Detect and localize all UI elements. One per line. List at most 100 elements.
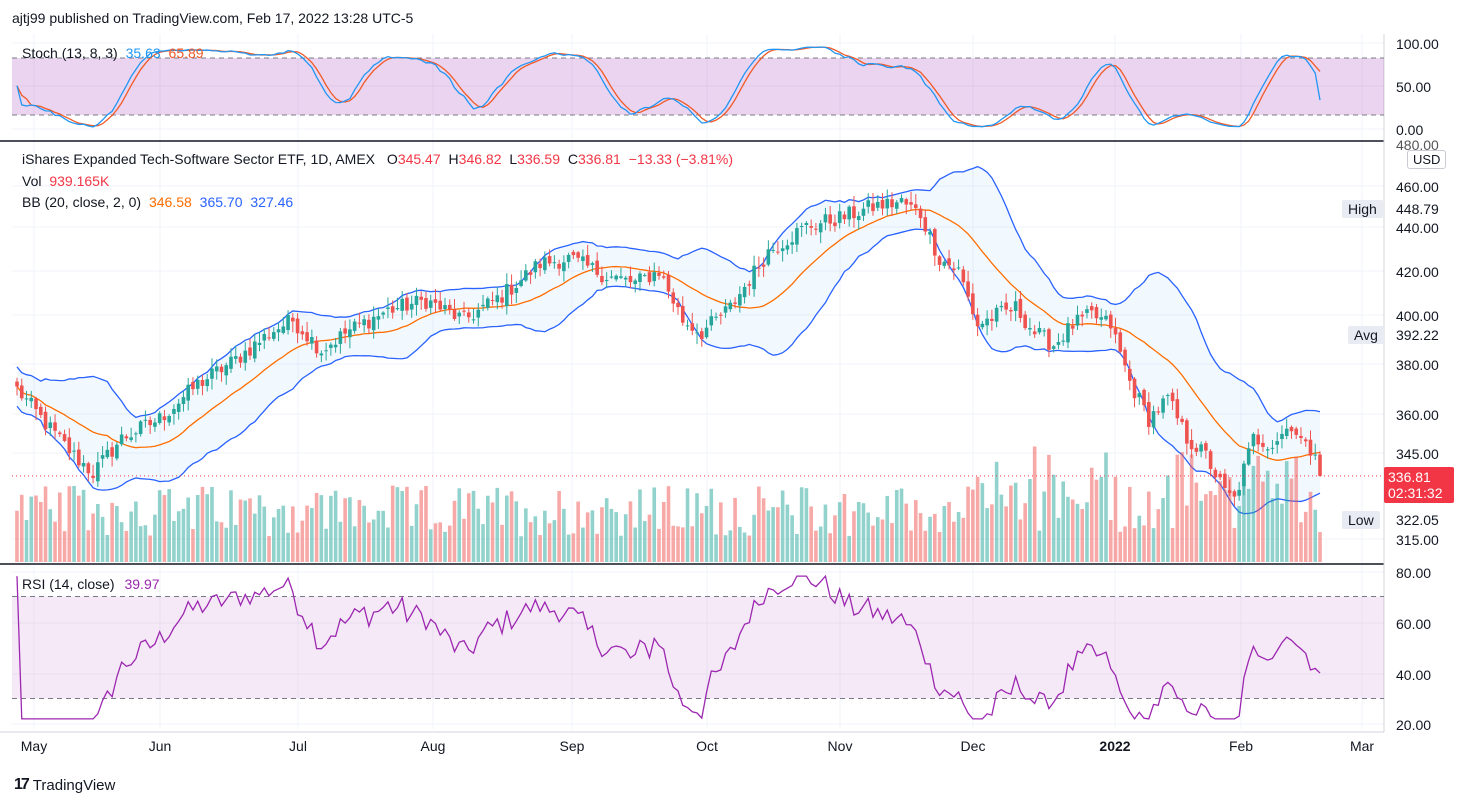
candle-body — [647, 272, 652, 283]
volume-bar — [804, 488, 809, 562]
volume-bar — [324, 528, 328, 562]
candle-body — [1303, 439, 1308, 442]
candle-body — [804, 223, 809, 226]
volume-legend[interactable]: Vol 939.165K — [22, 173, 109, 189]
candle-body — [57, 432, 62, 435]
candle-body — [918, 208, 923, 219]
volume-bar — [447, 525, 452, 562]
volume-bar — [362, 505, 366, 562]
volume-bar — [1161, 498, 1165, 562]
candle-body — [1094, 307, 1099, 319]
candle-body — [923, 217, 928, 232]
candle-body — [633, 280, 638, 285]
range-high-value: 448.79 — [1390, 200, 1445, 218]
candle-body — [1051, 346, 1056, 349]
candle-body — [48, 422, 53, 429]
candle-body — [1166, 395, 1170, 397]
volume-bar — [191, 529, 195, 562]
volume-bar — [333, 490, 338, 562]
volume-bar — [471, 490, 476, 562]
volume-bar — [200, 486, 205, 562]
volume-bar — [837, 502, 842, 562]
candle-body — [666, 274, 671, 292]
volume-bar — [913, 500, 918, 562]
x-tick-label: Jun — [148, 738, 172, 754]
candle-body — [638, 273, 642, 282]
volume-bar — [129, 511, 133, 562]
volume-bar — [1166, 475, 1170, 562]
candle-body — [933, 229, 937, 256]
candle-body — [29, 397, 34, 402]
volume-bar — [956, 511, 961, 562]
candle-body — [495, 295, 500, 303]
candle-body — [752, 265, 756, 290]
candle-body — [157, 413, 162, 424]
candle-body — [604, 280, 609, 282]
candle-body — [785, 245, 790, 250]
candle-body — [780, 248, 785, 252]
volume-bar — [500, 524, 504, 562]
stoch-legend[interactable]: Stoch (13, 8, 3) 35.63 65.89 — [22, 45, 204, 61]
candle-body — [91, 475, 95, 479]
volume-bar — [1051, 474, 1056, 562]
volume-bar — [15, 510, 19, 562]
candle-body — [248, 347, 252, 356]
volume-bar — [1299, 522, 1303, 562]
candle-body — [224, 365, 229, 376]
volume-bar — [91, 513, 95, 562]
bb-legend[interactable]: BB (20, close, 2, 0) 346.58 365.70 327.4… — [22, 194, 293, 210]
candle-body — [1037, 328, 1042, 333]
volume-bar — [885, 495, 890, 562]
candle-body — [176, 403, 181, 412]
candle-body — [728, 302, 733, 310]
volume-bar — [524, 508, 528, 562]
volume-bar — [1099, 476, 1104, 562]
volume-bar — [766, 510, 771, 562]
candle-body — [695, 332, 699, 334]
volume-bar — [1080, 509, 1085, 562]
symbol-legend[interactable]: iShares Expanded Tech-Software Sector ET… — [22, 151, 733, 167]
volume-bar — [1108, 519, 1113, 562]
volume-bar — [728, 530, 733, 562]
candle-body — [719, 314, 723, 316]
range-high-label: High — [1342, 200, 1383, 218]
volume-bar — [67, 486, 72, 562]
candle-body — [485, 298, 490, 308]
candle-body — [490, 300, 495, 302]
rsi-legend[interactable]: RSI (14, close) 39.97 — [22, 576, 160, 592]
volume-bar — [856, 501, 861, 562]
candle-body — [866, 200, 871, 207]
candle-body — [1061, 340, 1066, 342]
volume-bar — [1142, 525, 1146, 562]
candle-body — [823, 214, 828, 223]
volume-bar — [134, 501, 138, 562]
candle-body — [928, 231, 932, 235]
bb-upper-value: 365.70 — [199, 194, 243, 210]
tradingview-brand[interactable]: 17 TradingView — [14, 776, 115, 794]
candle-body — [1147, 402, 1151, 427]
currency-button[interactable]: USD — [1407, 150, 1447, 169]
volume-bar — [205, 494, 210, 562]
candle-body — [1042, 330, 1046, 332]
candle-body — [1009, 309, 1013, 312]
candle-body — [852, 206, 856, 219]
candle-body — [77, 449, 81, 466]
candle-body — [904, 199, 909, 205]
bb-upper-line — [16, 165, 1321, 423]
volume-bar — [785, 504, 790, 562]
candle-body — [148, 419, 152, 426]
volume-bar — [1066, 496, 1070, 562]
candle-body — [205, 379, 210, 387]
volume-value: 939.165K — [49, 173, 110, 189]
volume-bar — [400, 491, 404, 562]
volume-bar — [585, 512, 590, 562]
candle-body — [1189, 439, 1194, 450]
candle-body — [62, 434, 67, 441]
candle-body — [210, 368, 214, 379]
candle-body — [43, 411, 48, 430]
volume-bar — [1218, 481, 1222, 562]
volume-bar — [1156, 509, 1161, 562]
candle-body — [837, 211, 842, 224]
rsi-tick: 20.00 — [1396, 717, 1432, 733]
